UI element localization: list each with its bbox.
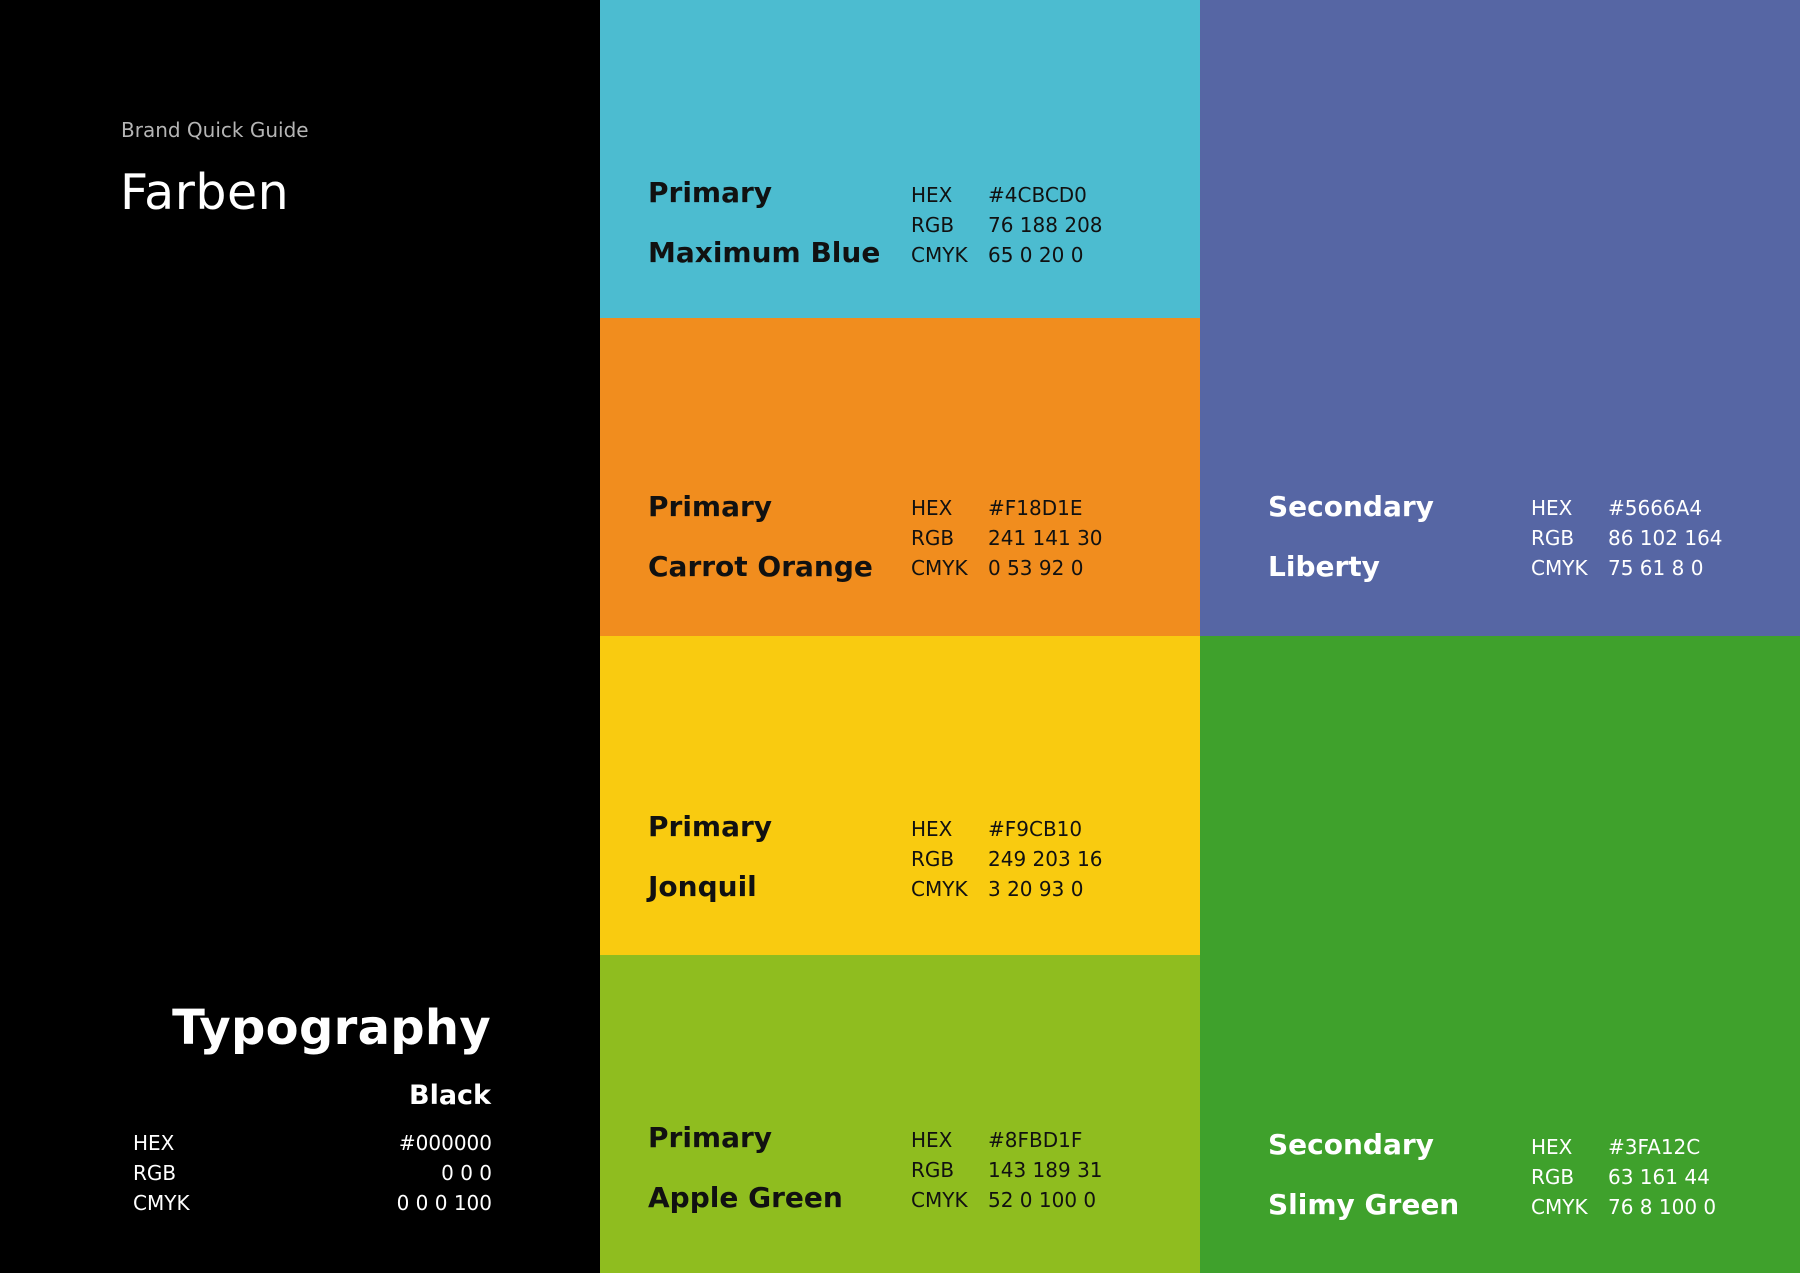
- swatch-type: Secondary: [1268, 1128, 1434, 1161]
- code-row-rgb: RGB 143 189 31: [911, 1155, 1103, 1185]
- swatch-codes: HEX #4CBCD0 RGB 76 188 208 CMYK 65 0 20 0: [911, 180, 1103, 270]
- swatch-name: Slimy Green: [1268, 1188, 1460, 1221]
- code-key: HEX: [911, 1128, 953, 1152]
- swatch-codes: HEX #3FA12C RGB 63 161 44 CMYK 76 8 100 0: [1531, 1132, 1716, 1222]
- swatch-liberty: Secondary Liberty HEX #5666A4 RGB 86 102 1…: [1200, 0, 1800, 636]
- code-row-hex: HEX #8FBD1F: [911, 1125, 1103, 1155]
- code-row-rgb: RGB 249 203 16: [911, 844, 1103, 874]
- swatch-codes: HEX #F18D1E RGB 241 141 30 CMYK 0 53 92 0: [911, 493, 1103, 583]
- code-row-rgb: RGB 241 141 30: [911, 523, 1103, 553]
- code-value: #F9CB10: [988, 817, 1083, 841]
- code-row-hex: HEX #3FA12C: [1531, 1132, 1716, 1162]
- code-value: #F18D1E: [988, 496, 1083, 520]
- swatch-codes: HEX #5666A4 RGB 86 102 164 CMYK 75 61 8 0: [1531, 493, 1723, 583]
- page-title: Farben: [120, 164, 290, 221]
- swatch-maximum-blue: Primary Maximum Blue HEX #4CBCD0 RGB 76 18…: [600, 0, 1200, 318]
- code-row-rgb: RGB 76 188 208: [911, 210, 1103, 240]
- code-value: 143 189 31: [988, 1158, 1103, 1182]
- code-key: CMYK: [1531, 556, 1588, 580]
- code-row-rgb: RGB 86 102 164: [1531, 523, 1723, 553]
- code-key: HEX: [1531, 1135, 1573, 1159]
- code-key: CMYK: [1531, 1195, 1588, 1219]
- code-key: RGB: [1531, 1165, 1575, 1189]
- swatch-type: Secondary: [1268, 490, 1434, 523]
- code-value: 76 188 208: [988, 213, 1103, 237]
- typography-heading: Typography: [172, 1000, 491, 1056]
- code-row-hex: HEX #000000: [133, 1128, 492, 1158]
- code-row-cmyk: CMYK 0 0 0 100: [133, 1188, 492, 1218]
- code-value: 0 0 0: [441, 1161, 492, 1185]
- swatch-apple-green: Primary Apple Green HEX #8FBD1F RGB 143 18…: [600, 955, 1200, 1273]
- code-row-cmyk: CMYK 0 53 92 0: [911, 553, 1103, 583]
- swatch-type: Primary: [648, 176, 773, 209]
- typography-codes: HEX #000000 RGB 0 0 0 CMYK 0 0 0 100: [133, 1128, 492, 1218]
- code-value: #000000: [398, 1131, 492, 1155]
- code-value: 249 203 16: [988, 847, 1103, 871]
- guide-kicker: Brand Quick Guide: [121, 118, 309, 142]
- swatch-name: Maximum Blue: [648, 236, 881, 269]
- code-row-rgb: RGB 63 161 44: [1531, 1162, 1716, 1192]
- swatch-codes: HEX #F9CB10 RGB 249 203 16 CMYK 3 20 93 0: [911, 814, 1103, 904]
- code-key: CMYK: [911, 877, 968, 901]
- code-value: 86 102 164: [1608, 526, 1723, 550]
- code-key: HEX: [911, 817, 953, 841]
- typography-color-name: Black: [408, 1080, 491, 1111]
- code-key: HEX: [1531, 496, 1573, 520]
- code-row-cmyk: CMYK 52 0 100 0: [911, 1185, 1103, 1215]
- code-key: HEX: [911, 496, 953, 520]
- typography-panel: Brand Quick Guide Farben Typography Blac…: [0, 0, 600, 1273]
- swatch-codes: HEX #8FBD1F RGB 143 189 31 CMYK 52 0 100 0: [911, 1125, 1103, 1215]
- code-key: RGB: [911, 847, 955, 871]
- swatch-jonquil: Primary Jonquil HEX #F9CB10 RGB 249 203 16…: [600, 636, 1200, 955]
- swatch-type: Primary: [648, 1121, 773, 1154]
- code-row-hex: HEX #4CBCD0: [911, 180, 1103, 210]
- code-value: 65 0 20 0: [988, 243, 1084, 267]
- swatch-type: Primary: [648, 810, 773, 843]
- code-key: CMYK: [911, 556, 968, 580]
- code-key: RGB: [133, 1161, 177, 1185]
- code-row-cmyk: CMYK 75 61 8 0: [1531, 553, 1723, 583]
- code-key: HEX: [133, 1131, 175, 1155]
- code-value: 52 0 100 0: [988, 1188, 1097, 1212]
- swatch-slimy-green: Secondary Slimy Green HEX #3FA12C RGB 63 1…: [1200, 636, 1800, 1273]
- code-row-cmyk: CMYK 65 0 20 0: [911, 240, 1103, 270]
- code-value: 76 8 100 0: [1608, 1195, 1717, 1219]
- code-row-rgb: RGB 0 0 0: [133, 1158, 492, 1188]
- code-row-hex: HEX #F18D1E: [911, 493, 1103, 523]
- code-value: 3 20 93 0: [988, 877, 1084, 901]
- code-row-cmyk: CMYK 3 20 93 0: [911, 874, 1103, 904]
- swatch-carrot-orange: Primary Carrot Orange HEX #F18D1E RGB 241 …: [600, 318, 1200, 636]
- code-key: CMYK: [911, 1188, 968, 1212]
- code-row-cmyk: CMYK 76 8 100 0: [1531, 1192, 1716, 1222]
- code-key: CMYK: [911, 243, 968, 267]
- code-row-hex: HEX #F9CB10: [911, 814, 1103, 844]
- code-key: HEX: [911, 183, 953, 207]
- code-value: 75 61 8 0: [1608, 556, 1704, 580]
- code-value: 0 53 92 0: [988, 556, 1084, 580]
- code-key: CMYK: [133, 1191, 190, 1215]
- code-row-hex: HEX #5666A4: [1531, 493, 1723, 523]
- code-key: RGB: [911, 213, 955, 237]
- swatch-name: Apple Green: [648, 1181, 843, 1214]
- code-value: #5666A4: [1608, 496, 1703, 520]
- code-value: #3FA12C: [1608, 1135, 1701, 1159]
- swatch-name: Liberty: [1268, 550, 1380, 583]
- swatch-name: Jonquil: [648, 870, 757, 903]
- code-key: RGB: [911, 1158, 955, 1182]
- code-value: #8FBD1F: [988, 1128, 1083, 1152]
- swatch-type: Primary: [648, 490, 773, 523]
- code-key: RGB: [1531, 526, 1575, 550]
- code-value: 0 0 0 100: [396, 1191, 492, 1215]
- swatch-name: Carrot Orange: [648, 550, 873, 583]
- code-value: 63 161 44: [1608, 1165, 1710, 1189]
- code-value: 241 141 30: [988, 526, 1103, 550]
- code-key: RGB: [911, 526, 955, 550]
- code-value: #4CBCD0: [988, 183, 1087, 207]
